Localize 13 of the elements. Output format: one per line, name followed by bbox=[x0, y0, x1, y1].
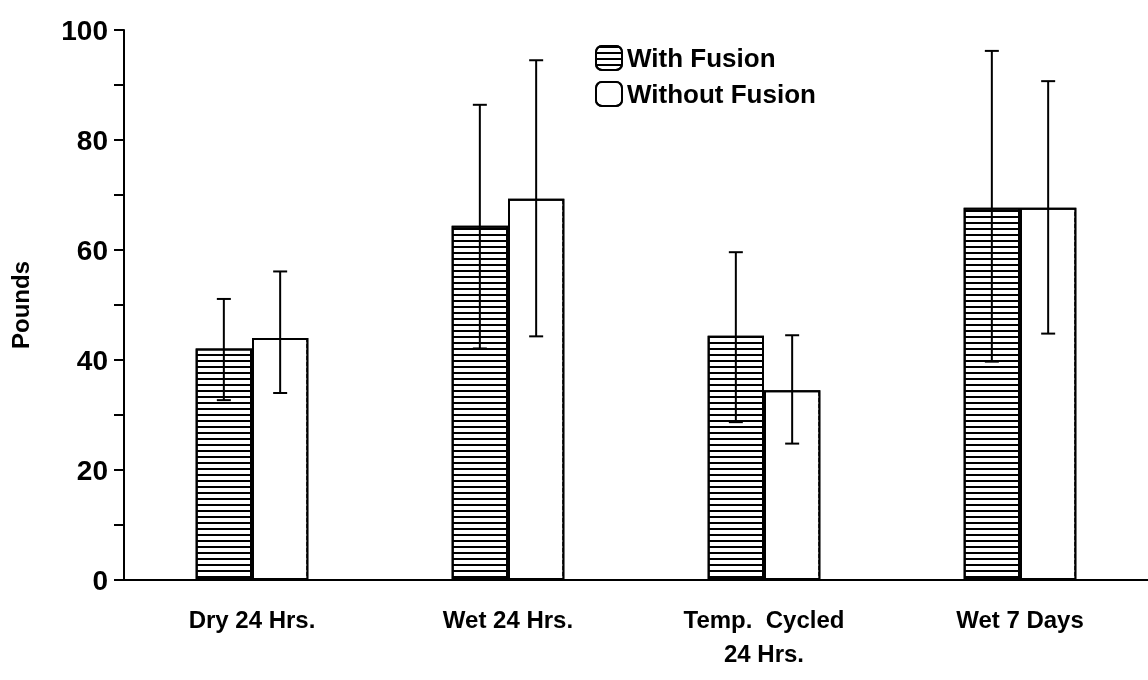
y-tick-label: 20 bbox=[76, 454, 108, 486]
x-tick-label: Wet 7 Days bbox=[956, 605, 1084, 633]
x-tick-label: Temp. Cycled 24 Hrs. bbox=[683, 605, 845, 667]
legend-label: Without Fusion bbox=[627, 79, 816, 109]
y-tick-label: 0 bbox=[92, 564, 108, 596]
x-tick-label: Dry 24 Hrs. bbox=[188, 605, 316, 633]
y-tick-label: 60 bbox=[76, 234, 108, 266]
x-tick-label: Wet 24 Hrs. bbox=[442, 605, 574, 633]
y-tick-label: 80 bbox=[76, 124, 108, 156]
y-tick-label: 100 bbox=[61, 14, 108, 46]
y-tick-label: 40 bbox=[76, 344, 108, 376]
y-axis-title: Pounds bbox=[6, 261, 34, 349]
legend-label: With Fusion bbox=[627, 43, 776, 73]
